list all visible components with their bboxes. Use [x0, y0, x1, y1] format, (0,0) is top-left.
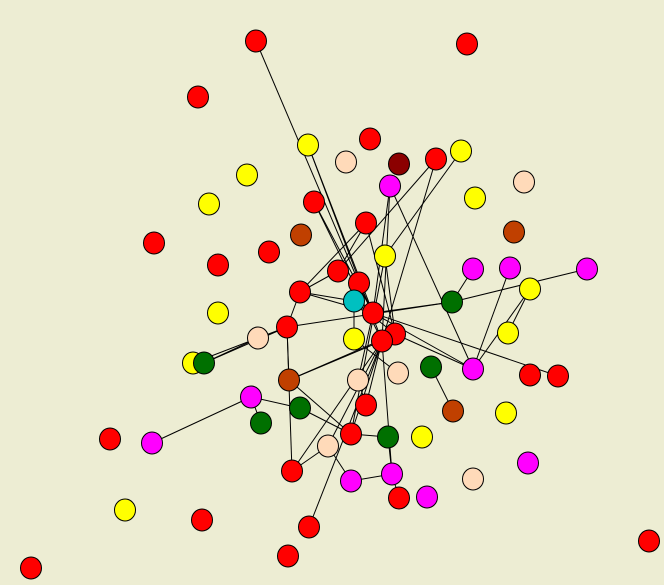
node [327, 259, 349, 283]
edge [291, 340, 383, 472]
node [289, 280, 311, 304]
node [497, 321, 519, 345]
edge [255, 40, 360, 284]
node [441, 290, 463, 314]
node [377, 425, 399, 449]
node [317, 434, 339, 458]
node [335, 150, 357, 174]
node [379, 174, 401, 198]
node [519, 363, 541, 387]
node [207, 301, 229, 325]
node [250, 411, 272, 435]
edge [389, 185, 474, 370]
edge [288, 379, 352, 435]
node [278, 368, 300, 392]
node [495, 401, 517, 425]
node [258, 240, 280, 264]
node [442, 399, 464, 423]
edge [151, 396, 252, 444]
node [298, 515, 320, 539]
node [347, 368, 369, 392]
node [462, 357, 484, 381]
node [387, 361, 409, 385]
edge [394, 333, 474, 370]
node [297, 133, 319, 157]
node [462, 257, 484, 281]
node [359, 127, 381, 151]
node [207, 253, 229, 277]
node [499, 256, 521, 280]
node [276, 315, 298, 339]
node [355, 211, 377, 235]
node [340, 422, 362, 446]
edge [381, 158, 437, 342]
node [281, 459, 303, 483]
node [420, 355, 442, 379]
node [191, 508, 213, 532]
node [143, 231, 165, 255]
node [519, 277, 541, 301]
node [247, 326, 269, 350]
edge [372, 301, 453, 314]
edge [384, 255, 396, 335]
node [503, 220, 525, 244]
node [340, 469, 362, 493]
edge [286, 326, 293, 472]
node [416, 485, 438, 509]
node [513, 170, 535, 194]
node [193, 351, 215, 375]
node [638, 529, 660, 553]
edge [337, 158, 437, 272]
node [517, 451, 539, 475]
node [99, 427, 121, 451]
node [187, 85, 209, 109]
edge [381, 340, 393, 475]
edge [372, 312, 474, 370]
node [547, 364, 569, 388]
node [303, 190, 325, 214]
node [576, 257, 598, 281]
node [464, 186, 486, 210]
node [450, 139, 472, 163]
node [462, 467, 484, 491]
node [343, 289, 365, 313]
node [411, 425, 433, 449]
node [362, 301, 384, 325]
edge [327, 340, 383, 447]
node [20, 556, 42, 580]
node [236, 163, 258, 187]
edge [299, 222, 367, 293]
node [198, 192, 220, 216]
node [388, 152, 410, 176]
node [343, 327, 365, 351]
node [289, 396, 311, 420]
nodes [20, 29, 660, 580]
node [388, 486, 410, 510]
node [245, 29, 267, 53]
node [240, 385, 262, 409]
node [355, 393, 377, 417]
node [381, 462, 403, 486]
node [141, 431, 163, 455]
node [371, 329, 393, 353]
node [114, 498, 136, 522]
edge [472, 267, 511, 370]
edge [313, 201, 374, 314]
node [290, 223, 312, 247]
node [277, 544, 299, 568]
node [425, 147, 447, 171]
node [374, 244, 396, 268]
node [456, 32, 478, 56]
